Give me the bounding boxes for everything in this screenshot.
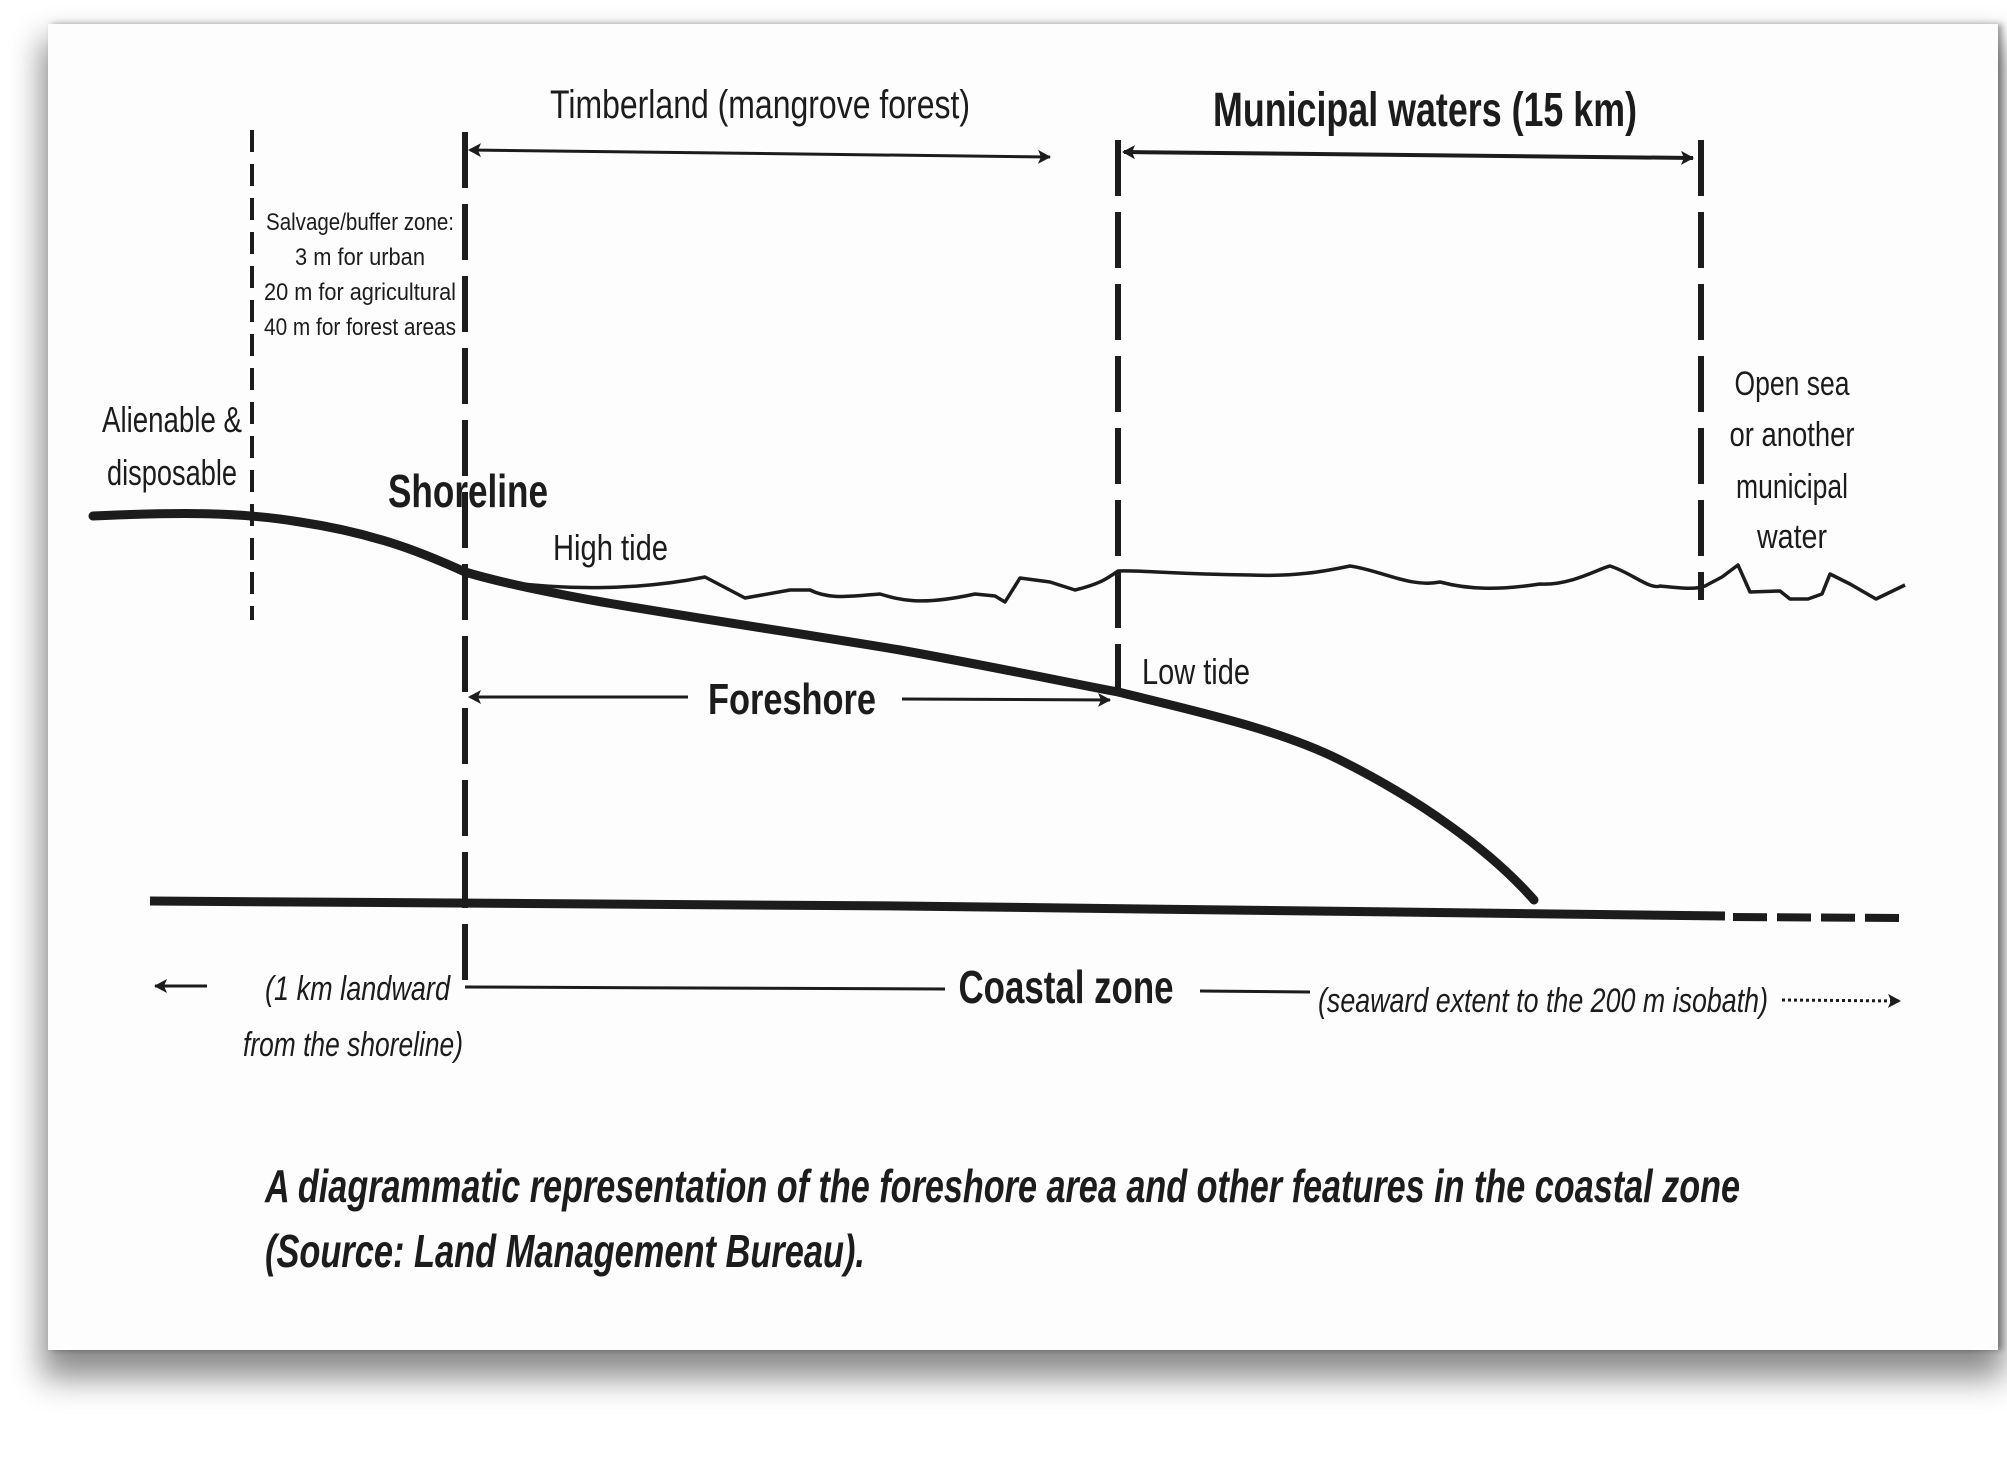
open-sea-label-line4: water	[1756, 518, 1827, 556]
seaward-extent-label: (seaward extent to the 200 m isobath)	[1318, 982, 1768, 1020]
landward-label-line2: from the shoreline)	[243, 1026, 463, 1064]
buffer-zone-label-line4: 40 m for forest areas	[264, 314, 456, 341]
coastal-zone-label: Coastal zone	[959, 961, 1174, 1013]
landward-label-line1: (1 km landward	[265, 970, 451, 1008]
caption-line1: A diagrammatic representation of the for…	[264, 1160, 1740, 1212]
open-sea-label-line1: Open sea	[1735, 365, 1850, 403]
diagram-card	[48, 24, 1998, 1350]
open-sea-label-line2: or another	[1730, 416, 1855, 454]
timberland-label: Timberland (mangrove forest)	[550, 83, 970, 127]
low-tide-label: Low tide	[1142, 651, 1250, 692]
land-profile-curve	[88, 509, 1539, 905]
buffer-zone-label-line2: 3 m for urban	[295, 244, 425, 271]
high-tide-wave-line	[479, 563, 1906, 604]
municipal-waters-label: Municipal waters (15 km)	[1213, 84, 1637, 137]
municipal-waters-arrow	[1122, 145, 1694, 165]
alienable-label-line1: Alienable &	[102, 399, 242, 440]
shoreline-label: Shoreline	[388, 465, 548, 517]
foreshore-label: Foreshore	[708, 675, 876, 724]
high-tide-label: High tide	[553, 527, 668, 568]
baseline-dashed-extension	[1732, 913, 1906, 922]
seaward-dotted-arrow	[1781, 993, 1901, 1008]
timberland-arrow	[468, 143, 1051, 164]
caption-line2: (Source: Land Management Bureau).	[265, 1225, 865, 1277]
buffer-zone-label-line1: Salvage/buffer zone:	[266, 209, 454, 236]
alienable-label-line2: disposable	[107, 452, 237, 493]
coastal-zone-line-left	[464, 985, 946, 991]
open-sea-label-line3: municipal	[1736, 468, 1848, 506]
buffer-zone-label-line3: 20 m for agricultural	[264, 279, 456, 306]
coastal-zone-line-right	[1199, 989, 1311, 994]
foreshore-arrow-right	[901, 692, 1111, 707]
baseline-line	[149, 896, 1726, 921]
